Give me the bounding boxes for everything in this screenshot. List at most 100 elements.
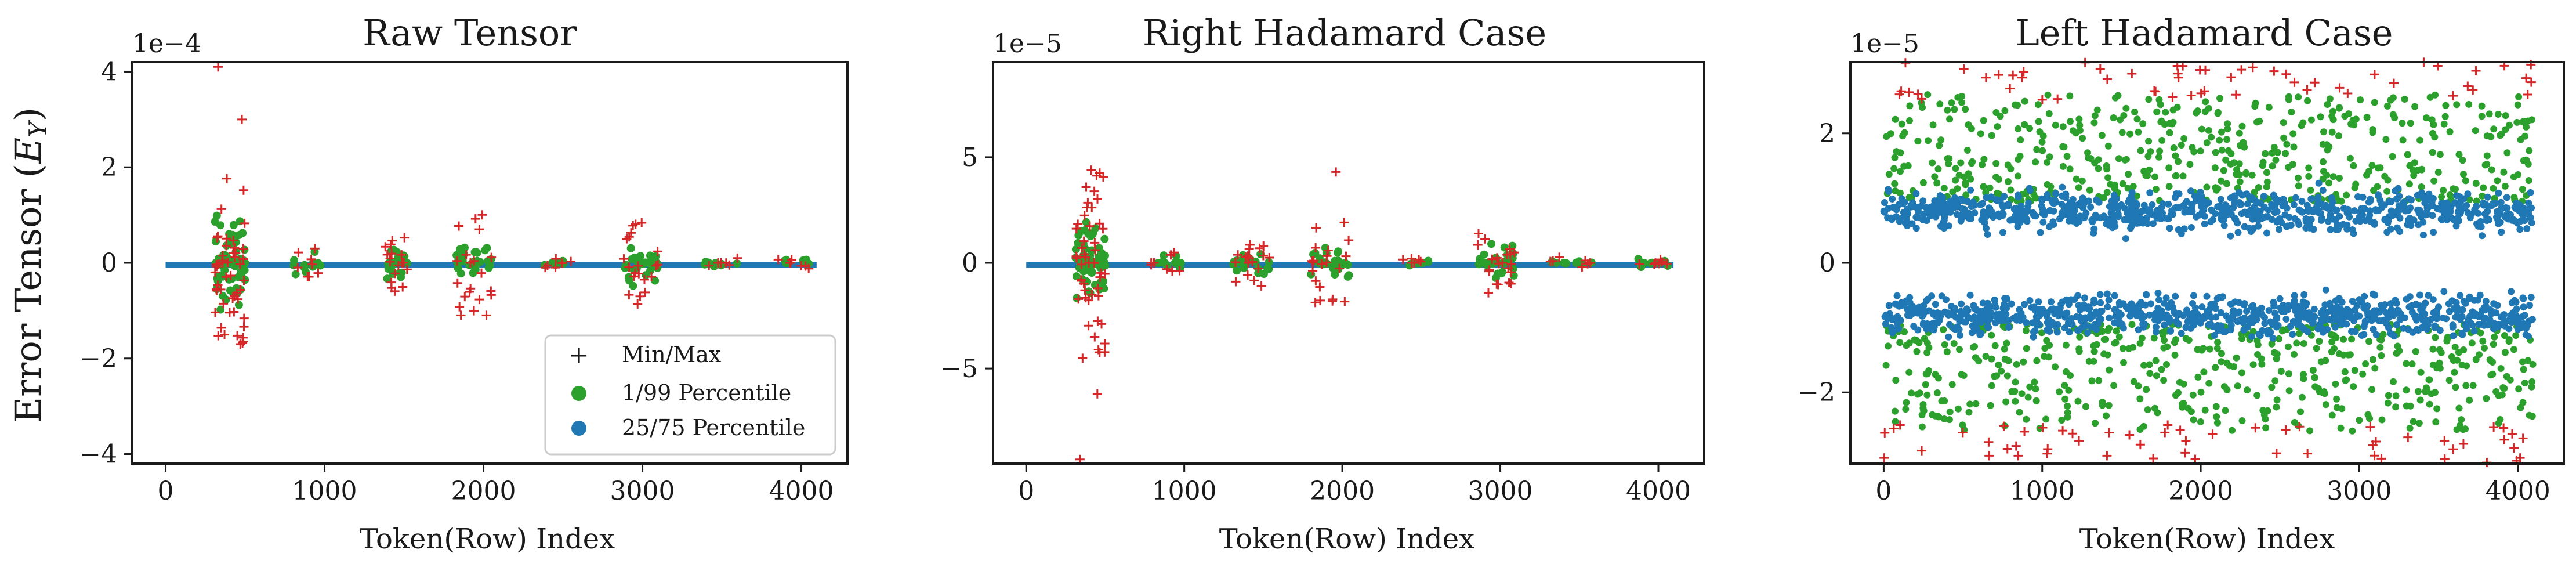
p1-99-point xyxy=(2299,119,2307,127)
minmax-point xyxy=(238,333,248,342)
minmax-point xyxy=(235,259,245,269)
x-axis-label: Token(Row) Index xyxy=(2079,523,2335,555)
p25-75-point xyxy=(1928,212,1935,219)
p25-75-point xyxy=(2143,214,2150,222)
plus-marker-icon: + xyxy=(568,341,589,369)
p1-99-point xyxy=(314,259,323,268)
p1-99-point xyxy=(2189,391,2197,399)
minmax-point xyxy=(1509,248,1519,258)
minmax-point xyxy=(481,310,491,320)
p1-99-point xyxy=(2428,116,2436,124)
p1-99-point xyxy=(2429,345,2437,353)
minmax-point xyxy=(2181,436,2191,446)
p25-75-point xyxy=(2313,203,2320,211)
p25-75-point xyxy=(2080,301,2088,309)
minmax-point xyxy=(2237,65,2247,75)
p1-99-point xyxy=(2297,408,2304,415)
minmax-point xyxy=(1095,272,1105,282)
p1-99-point xyxy=(2223,136,2231,143)
p1-99-point xyxy=(300,263,309,272)
minmax-point xyxy=(239,313,249,323)
p1-99-point xyxy=(2322,401,2329,409)
p1-99-point xyxy=(2106,324,2113,332)
p25-75-point xyxy=(1943,201,1951,208)
x-tick-label: 3000 xyxy=(2327,476,2392,506)
minmax-point xyxy=(1253,263,1263,273)
p25-75-point xyxy=(2376,308,2383,316)
p25-75-point xyxy=(2505,325,2513,333)
p25-75-point xyxy=(1919,311,1927,319)
p1-99-point xyxy=(1905,368,1913,376)
p25-75-point xyxy=(2187,224,2195,231)
p1-99-point xyxy=(2158,328,2166,336)
p1-99-point xyxy=(2137,147,2144,154)
p25-75-point xyxy=(2270,191,2277,199)
minmax-point xyxy=(1146,258,1156,268)
minmax-point xyxy=(1162,264,1172,274)
p25-75-point xyxy=(2318,200,2325,208)
p25-75-point xyxy=(2425,292,2432,299)
p1-99-point xyxy=(2135,382,2142,390)
p1-99-point xyxy=(2505,336,2513,343)
p25-75-point xyxy=(2370,309,2377,316)
p25-75-point xyxy=(2512,298,2520,306)
p1-99-point xyxy=(1940,185,1948,192)
minmax-point xyxy=(2440,454,2450,464)
p1-99-point xyxy=(2172,392,2179,399)
p1-99-point xyxy=(2135,128,2142,136)
minmax-point xyxy=(1555,252,1564,262)
x-tick-label: 2000 xyxy=(2168,476,2233,506)
minmax-point xyxy=(1074,294,1084,304)
p25-75-point xyxy=(1945,333,1952,341)
p25-75-point xyxy=(2457,292,2464,299)
minmax-point xyxy=(1093,283,1103,293)
p1-99-point xyxy=(2478,113,2486,120)
p25-75-point xyxy=(2466,214,2474,222)
p25-75-point xyxy=(1992,196,2000,203)
p25-75-point xyxy=(2157,315,2165,322)
p1-99-point xyxy=(1995,361,2002,368)
p25-75-point xyxy=(1946,321,1954,328)
p25-75-point xyxy=(2041,211,2048,219)
p1-99-point xyxy=(2107,180,2114,188)
p1-99-point xyxy=(2285,164,2292,171)
p25-75-point xyxy=(1968,315,1976,323)
p1-99-point xyxy=(1887,130,1894,138)
x-tick-label: 3000 xyxy=(610,476,675,506)
minmax-point xyxy=(1079,250,1089,259)
p1-99-point xyxy=(2460,171,2467,178)
minmax-point xyxy=(238,244,248,254)
minmax-point xyxy=(1309,256,1318,266)
p1-99-point xyxy=(2273,403,2280,411)
y-tick-label: 4 xyxy=(101,57,117,86)
p1-99-point xyxy=(2238,417,2246,424)
minmax-point xyxy=(721,258,731,268)
p1-99-point xyxy=(1946,115,1954,123)
p25-75-point xyxy=(2112,312,2120,320)
offset-text: 1e−5 xyxy=(1850,29,1919,59)
p25-75-point xyxy=(2524,209,2531,216)
p1-99-point xyxy=(2403,386,2410,394)
p1-99-point xyxy=(2152,357,2160,364)
p1-99-point xyxy=(2218,350,2225,357)
p25-75-point xyxy=(2048,298,2055,306)
p25-75-point xyxy=(1957,217,1965,225)
p1-99-point xyxy=(2399,120,2406,127)
minmax-point xyxy=(400,233,410,243)
p1-99-point xyxy=(2432,334,2439,341)
p1-99-point xyxy=(2453,101,2461,109)
minmax-point xyxy=(1913,89,1923,99)
minmax-point xyxy=(306,254,316,264)
p25-75-point xyxy=(2034,321,2041,329)
p25-75-point xyxy=(2303,201,2311,209)
minmax-point xyxy=(399,258,409,268)
p1-99-point xyxy=(2329,173,2337,180)
p25-75-point xyxy=(2387,207,2395,215)
p1-99-point xyxy=(2075,184,2082,191)
p1-99-point xyxy=(393,254,402,262)
p25-75-point xyxy=(1987,310,1994,318)
p1-99-point xyxy=(2044,91,2052,99)
p1-99-point xyxy=(2350,121,2358,129)
p25-75-point xyxy=(2481,210,2488,218)
p1-99-point xyxy=(2120,112,2128,119)
